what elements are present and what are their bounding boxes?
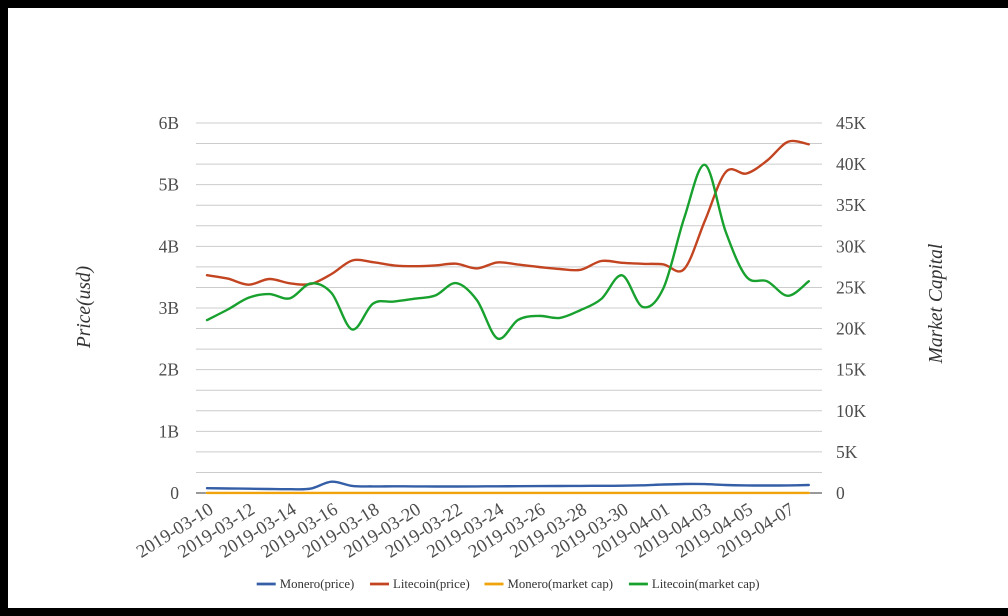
- svg-text:Market Capital: Market Capital: [926, 244, 947, 365]
- svg-text:5K: 5K: [836, 442, 858, 462]
- svg-text:20K: 20K: [836, 319, 867, 339]
- svg-text:15K: 15K: [836, 360, 867, 380]
- svg-text:2B: 2B: [159, 360, 179, 380]
- svg-text:6B: 6B: [159, 113, 179, 133]
- svg-text:30K: 30K: [836, 236, 867, 256]
- svg-text:1B: 1B: [159, 421, 179, 441]
- svg-text:25K: 25K: [836, 277, 867, 297]
- svg-text:0: 0: [836, 483, 845, 503]
- svg-text:Litecoin(price): Litecoin(price): [393, 577, 470, 591]
- svg-text:10K: 10K: [836, 401, 867, 421]
- svg-text:35K: 35K: [836, 195, 867, 215]
- svg-text:5B: 5B: [159, 175, 179, 195]
- svg-text:0: 0: [170, 483, 179, 503]
- svg-text:Price(usd): Price(usd): [74, 266, 95, 349]
- svg-text:45K: 45K: [836, 113, 867, 133]
- svg-text:4B: 4B: [159, 236, 179, 256]
- svg-text:Monero(price): Monero(price): [280, 577, 355, 591]
- svg-text:3B: 3B: [159, 298, 179, 318]
- svg-text:40K: 40K: [836, 154, 867, 174]
- svg-text:Monero(market cap): Monero(market cap): [508, 577, 614, 591]
- svg-text:Litecoin(market cap): Litecoin(market cap): [652, 577, 760, 591]
